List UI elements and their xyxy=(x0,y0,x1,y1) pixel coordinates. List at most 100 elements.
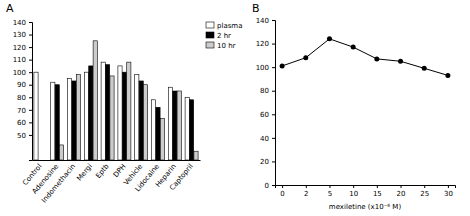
y-tick-mark xyxy=(29,72,32,73)
x-tick: Mergi xyxy=(75,160,94,183)
y-axis: 0 20 40 60 80 100 120 140 xyxy=(256,17,276,190)
bar xyxy=(139,81,143,160)
y-tick-mark xyxy=(272,44,275,45)
y-tick-mark xyxy=(272,138,275,139)
x-tick-mark xyxy=(401,185,402,188)
y-tick: 90 xyxy=(17,81,32,89)
y-tick-label: 130 xyxy=(13,31,26,39)
y-tick-mark xyxy=(272,67,275,68)
legend-label: 10 hr xyxy=(217,42,236,50)
y-tick-label: 70 xyxy=(17,107,26,115)
marker xyxy=(422,66,427,71)
y-tick-mark xyxy=(272,20,275,21)
x-tick-mark xyxy=(448,185,449,188)
bar xyxy=(127,62,131,160)
x-tick-label: 20 xyxy=(397,190,406,198)
y-tick-label: 140 xyxy=(13,19,26,27)
y-tick-label: 120 xyxy=(256,40,269,48)
x-tick-label: Eptb xyxy=(94,162,111,180)
y-tick: 50 xyxy=(17,132,32,140)
x-axis-line xyxy=(276,186,456,189)
y-tick: 130 xyxy=(13,31,32,39)
marker xyxy=(303,55,308,60)
x-tick: 20 xyxy=(397,185,406,198)
x-tick: 5 xyxy=(328,185,332,198)
x-tick-label: 25 xyxy=(420,190,429,198)
y-tick-label: 50 xyxy=(17,132,26,140)
line xyxy=(282,39,448,76)
legend-label: 2 hr xyxy=(217,32,231,40)
legend-swatch xyxy=(206,22,214,28)
bar xyxy=(185,97,189,160)
y-tick: 80 xyxy=(17,94,32,102)
bar xyxy=(93,41,97,160)
lines xyxy=(280,36,451,78)
bar xyxy=(34,72,38,160)
y-tick-label: 40 xyxy=(260,135,269,143)
bar xyxy=(55,85,59,160)
marker xyxy=(351,45,356,50)
x-tick-label: 5 xyxy=(328,190,332,198)
y-tick: 110 xyxy=(13,56,32,64)
y-tick-label: 140 xyxy=(256,17,269,25)
y-tick: 60 xyxy=(260,111,275,119)
x-tick: 0 xyxy=(280,185,284,198)
bar xyxy=(194,151,198,160)
y-tick-label: 80 xyxy=(17,94,26,102)
y-tick: 120 xyxy=(256,40,275,48)
bar xyxy=(110,76,114,160)
y-tick-mark xyxy=(29,85,32,86)
y-tick: 80 xyxy=(260,87,275,95)
y-tick-mark xyxy=(272,91,275,92)
y-tick-label: 120 xyxy=(13,44,26,52)
x-tick: 2 xyxy=(304,185,308,198)
x-tick-label: 10 xyxy=(349,190,358,198)
legend-swatch xyxy=(206,42,214,48)
bar xyxy=(60,145,64,160)
bar xyxy=(177,91,181,160)
bar xyxy=(89,66,93,160)
x-axis-title: mexiletine (x10⁻⁶ M) xyxy=(329,203,402,211)
y-axis-line xyxy=(29,23,33,161)
y-tick: 120 xyxy=(13,44,32,52)
y-tick-mark xyxy=(29,122,32,123)
y-tick-label: 20 xyxy=(260,158,269,166)
legend-label: plasma xyxy=(217,22,242,30)
y-tick-label: 90 xyxy=(17,81,26,89)
x-tick-label: Lidocaine xyxy=(134,162,162,193)
x-tick: 30 xyxy=(444,185,453,198)
y-tick: 40 xyxy=(260,135,275,143)
x-tick: 15 xyxy=(373,185,382,198)
y-axis: 50 60 70 80 90 100 110 120 130 140 xyxy=(13,19,33,161)
x-tick-mark xyxy=(282,185,283,188)
y-tick-mark xyxy=(272,185,275,186)
x-tick-label: 15 xyxy=(373,190,382,198)
y-tick-label: 100 xyxy=(13,69,26,77)
x-axis: 0251015202530 xyxy=(276,185,456,198)
y-tick-label: 0 xyxy=(265,182,269,190)
x-tick-mark xyxy=(353,185,354,188)
y-tick-label: 60 xyxy=(17,119,26,127)
bar xyxy=(156,107,160,160)
y-tick: 20 xyxy=(260,158,275,166)
y-tick-label: 110 xyxy=(13,56,26,64)
bar xyxy=(51,82,55,160)
y-tick-mark xyxy=(29,47,32,48)
chart-canvas: A5060708090100110120130140ControlAdenosi… xyxy=(0,0,470,216)
x-axis: ControlAdenosineIndomethacinMergiEptbDPH… xyxy=(21,160,200,204)
x-tick-label: 0 xyxy=(280,190,284,198)
x-tick-mark xyxy=(329,185,330,188)
y-tick: 70 xyxy=(17,107,32,115)
y-tick: 100 xyxy=(256,64,275,72)
y-tick-mark xyxy=(29,22,32,23)
bar xyxy=(168,87,172,160)
bar xyxy=(173,91,177,160)
bar xyxy=(72,81,76,160)
x-tick: 10 xyxy=(349,185,358,198)
x-tick: 25 xyxy=(420,185,429,198)
bar xyxy=(106,65,110,160)
y-tick-label: 80 xyxy=(260,87,269,95)
y-tick-mark xyxy=(272,161,275,162)
x-tick-mark xyxy=(424,185,425,188)
bar xyxy=(101,62,105,160)
